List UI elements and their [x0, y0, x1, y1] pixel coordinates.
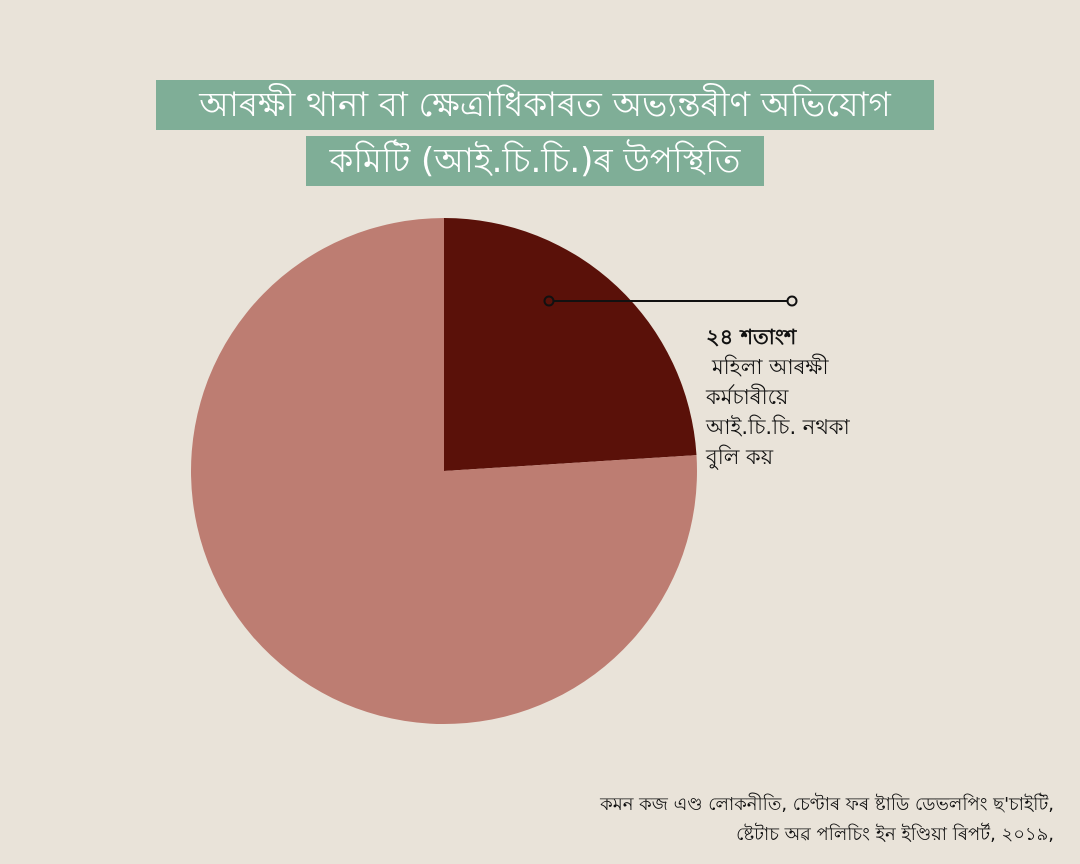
annotation-text-line: মহিলা আৰক্ষী — [712, 355, 829, 379]
chart-title-line-2: কমিটি (আই.চি.চি.)ৰ উপস্থিতি — [306, 136, 764, 186]
slice-annotation: ২৪ শতাংশ মহিলা আৰক্ষী কৰ্মচাৰীয়ে আই.চি.… — [706, 322, 850, 472]
source-line-1: কমন কজ এণ্ড লোকনীতি, চেণ্টাৰ ফৰ ষ্টাডি ড… — [600, 794, 1054, 815]
source-line-2: ষ্টেটাচ অৱ পলিচিং ইন ইণ্ডিয়া ৰিপৰ্ট, ২০… — [736, 824, 1054, 845]
annotation-text-line: কৰ্মচাৰীয়ে — [706, 385, 789, 409]
annotation-leader-line — [543, 295, 798, 307]
pie-slice-1 — [190, 218, 697, 725]
annotation-text-line: আই.চি.চি. নথকা — [706, 415, 850, 439]
source-note: কমন কজ এণ্ড লোকনীতি, চেণ্টাৰ ফৰ ষ্টাডি ড… — [600, 790, 1054, 850]
slice-value-label: ২৪ শতাংশ — [706, 325, 797, 349]
pie-slice-0 — [444, 218, 697, 471]
annotation-text-line: বুলি কয় — [706, 445, 774, 469]
chart-title-line-1: আৰক্ষী থানা বা ক্ষেত্ৰাধিকাৰত অভ্যন্তৰীণ… — [156, 80, 934, 130]
